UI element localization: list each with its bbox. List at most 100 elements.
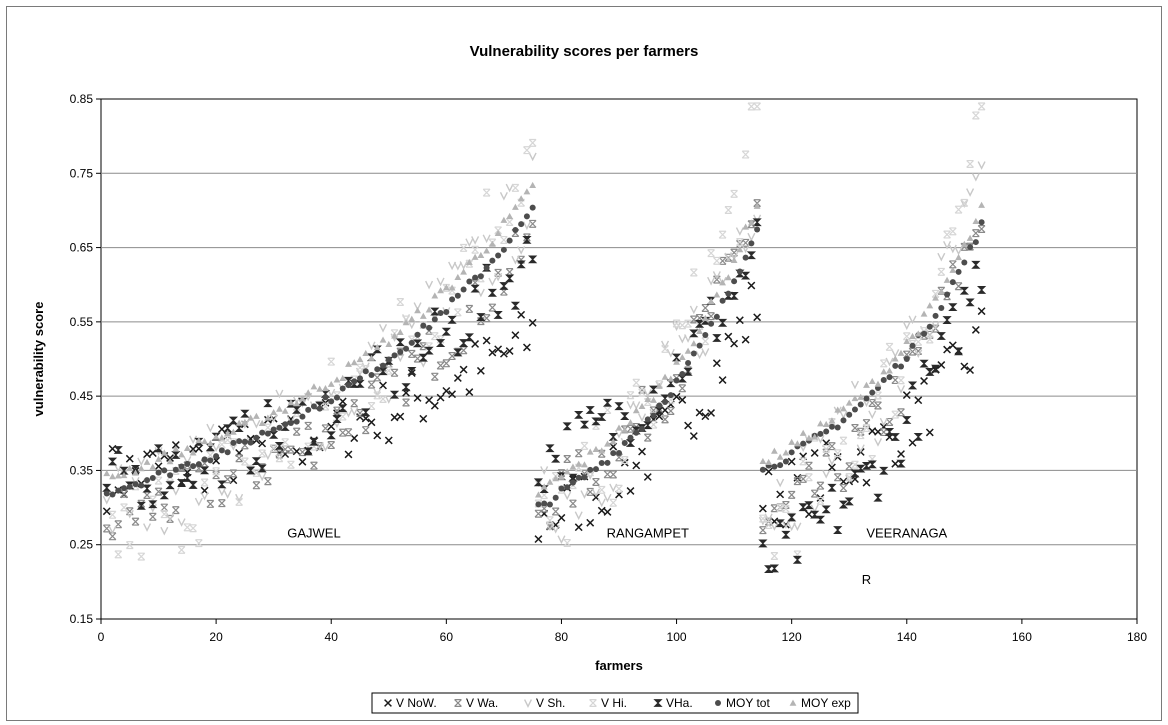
data-point (829, 424, 835, 430)
data-point (190, 463, 196, 469)
data-point (852, 406, 858, 412)
data-point (121, 485, 127, 491)
data-point (771, 464, 777, 470)
data-point (173, 467, 179, 473)
x-tick-label: 160 (1012, 630, 1032, 644)
data-point (881, 377, 887, 383)
data-point (944, 291, 950, 297)
data-point (863, 396, 869, 402)
data-point (731, 278, 737, 284)
data-point (702, 332, 708, 338)
x-tick-label: 120 (782, 630, 802, 644)
data-point (737, 268, 743, 274)
data-point (415, 332, 421, 338)
data-point (345, 382, 351, 388)
data-point (213, 453, 219, 459)
data-point (104, 490, 110, 496)
data-point (840, 417, 846, 423)
data-point (461, 286, 467, 292)
x-tick-label: 80 (555, 630, 569, 644)
data-point (892, 363, 898, 369)
data-point (910, 343, 916, 349)
data-point (207, 457, 213, 463)
data-point (115, 488, 121, 494)
data-point (921, 331, 927, 337)
data-point (587, 467, 593, 473)
data-point (322, 394, 328, 400)
data-point (530, 205, 536, 211)
data-point (495, 252, 501, 258)
data-point (184, 461, 190, 467)
chart-title: Vulnerability scores per farmers (470, 43, 699, 60)
data-point (541, 501, 547, 507)
data-point (253, 435, 259, 441)
data-point (484, 265, 490, 271)
region-label: R (862, 572, 871, 587)
y-tick-label: 0.55 (70, 315, 94, 329)
data-point (409, 340, 415, 346)
legend-label: MOY tot (726, 696, 770, 710)
data-point (340, 386, 346, 392)
data-point (904, 356, 910, 362)
y-tick-label: 0.45 (70, 389, 94, 403)
data-point (691, 350, 697, 356)
data-point (179, 464, 185, 470)
data-point (455, 293, 461, 299)
data-point (576, 475, 582, 481)
legend-marker (715, 700, 721, 706)
data-point (110, 492, 116, 498)
data-point (397, 349, 403, 355)
data-point (369, 372, 375, 378)
data-point (754, 226, 760, 232)
y-tick-label: 0.35 (70, 463, 94, 477)
region-label: VEERANAGA (866, 525, 947, 540)
data-point (835, 424, 841, 430)
data-point (167, 472, 173, 478)
data-point (305, 407, 311, 413)
data-point (282, 421, 288, 427)
plot-area (101, 99, 1137, 619)
data-point (662, 399, 668, 405)
x-tick-label: 60 (440, 630, 454, 644)
y-tick-label: 0.75 (70, 166, 94, 180)
data-point (823, 428, 829, 434)
data-point (248, 440, 254, 446)
y-axis-label: vulnerability score (31, 302, 46, 417)
data-point (317, 406, 323, 412)
data-point (334, 395, 340, 401)
legend-label: V Hi. (601, 696, 627, 710)
data-point (887, 374, 893, 380)
legend-label: V Wa. (466, 696, 498, 710)
y-tick-label: 0.65 (70, 241, 94, 255)
region-label: GAJWEL (287, 525, 340, 540)
data-point (489, 258, 495, 264)
data-point (472, 275, 478, 281)
data-point (633, 430, 639, 436)
data-point (720, 298, 726, 304)
data-point (714, 314, 720, 320)
data-point (438, 310, 444, 316)
data-point (294, 419, 300, 425)
data-point (950, 279, 956, 285)
data-point (432, 316, 438, 322)
data-point (817, 431, 823, 437)
data-point (783, 458, 789, 464)
data-point (512, 227, 518, 233)
data-point (570, 480, 576, 486)
data-point (225, 449, 231, 455)
data-point (386, 356, 392, 362)
data-point (144, 477, 150, 483)
x-tick-label: 100 (667, 630, 687, 644)
data-point (403, 346, 409, 352)
data-point (760, 467, 766, 473)
data-point (311, 403, 317, 409)
data-point (535, 501, 541, 507)
data-point (656, 402, 662, 408)
chart-frame: Vulnerability scores per farmers 0.15 0.2… (6, 6, 1162, 721)
data-point (777, 462, 783, 468)
data-point (230, 440, 236, 446)
data-point (156, 470, 162, 476)
y-tick-label: 0.25 (70, 538, 94, 552)
data-point (668, 392, 674, 398)
data-point (351, 378, 357, 384)
